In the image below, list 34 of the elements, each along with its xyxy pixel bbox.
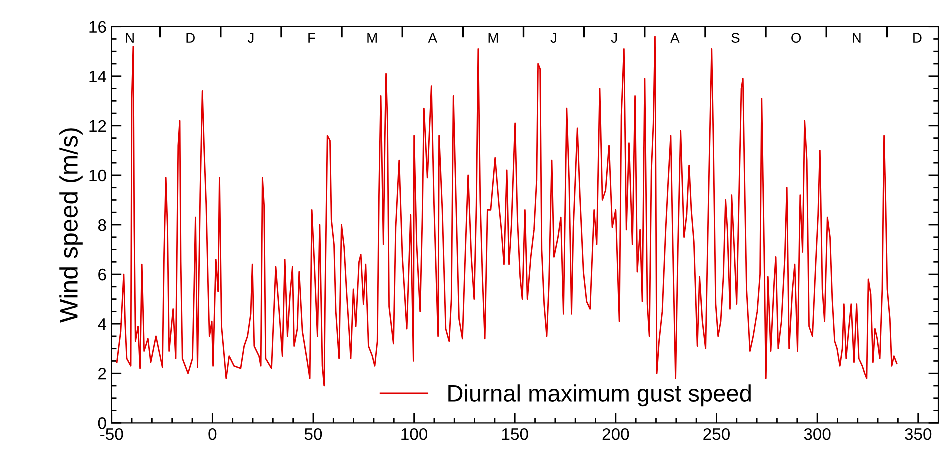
x-tick-label: 200 xyxy=(602,428,630,440)
annotation: F xyxy=(308,33,316,43)
annotation: J xyxy=(611,33,618,43)
annotation: M xyxy=(368,33,377,43)
y-tick-label: 10 xyxy=(90,170,106,182)
y-tick-label: 14 xyxy=(90,70,107,82)
x-tick-label: 100 xyxy=(402,428,428,440)
x-tick-label: 250 xyxy=(704,428,730,440)
annotation: O xyxy=(792,33,802,43)
annotation: N xyxy=(126,33,134,43)
annotation: M xyxy=(488,33,498,43)
x-tick-label: 350 xyxy=(905,428,932,440)
annotation: J xyxy=(550,33,556,43)
x-tick-label: 0 xyxy=(208,428,217,440)
annotation: D xyxy=(914,33,922,43)
annotation: D xyxy=(186,33,195,43)
x-tick-label: -50 xyxy=(100,428,124,440)
y-tick-label: 12 xyxy=(90,120,106,132)
annotation: J xyxy=(248,33,254,43)
y-tick-label: 4 xyxy=(98,318,107,330)
y-tick-label: 6 xyxy=(98,268,106,281)
y-tick-label: 2 xyxy=(98,368,106,380)
annotation: A xyxy=(428,33,438,43)
y-tick-label: 8 xyxy=(98,219,106,232)
x-tick-label: 150 xyxy=(502,428,528,440)
legend-label: Diurnal maximum gust speed xyxy=(448,384,751,407)
x-tick-label: 300 xyxy=(804,428,831,440)
annotation: N xyxy=(853,33,861,43)
y-axis-title: Wind speed (m/s) xyxy=(60,128,83,323)
y-tick-label: 0 xyxy=(98,418,106,430)
y-tick-label: 16 xyxy=(90,21,106,34)
annotation: A xyxy=(670,33,680,43)
annotation: S xyxy=(732,33,740,43)
x-tick-label: 50 xyxy=(304,428,322,440)
